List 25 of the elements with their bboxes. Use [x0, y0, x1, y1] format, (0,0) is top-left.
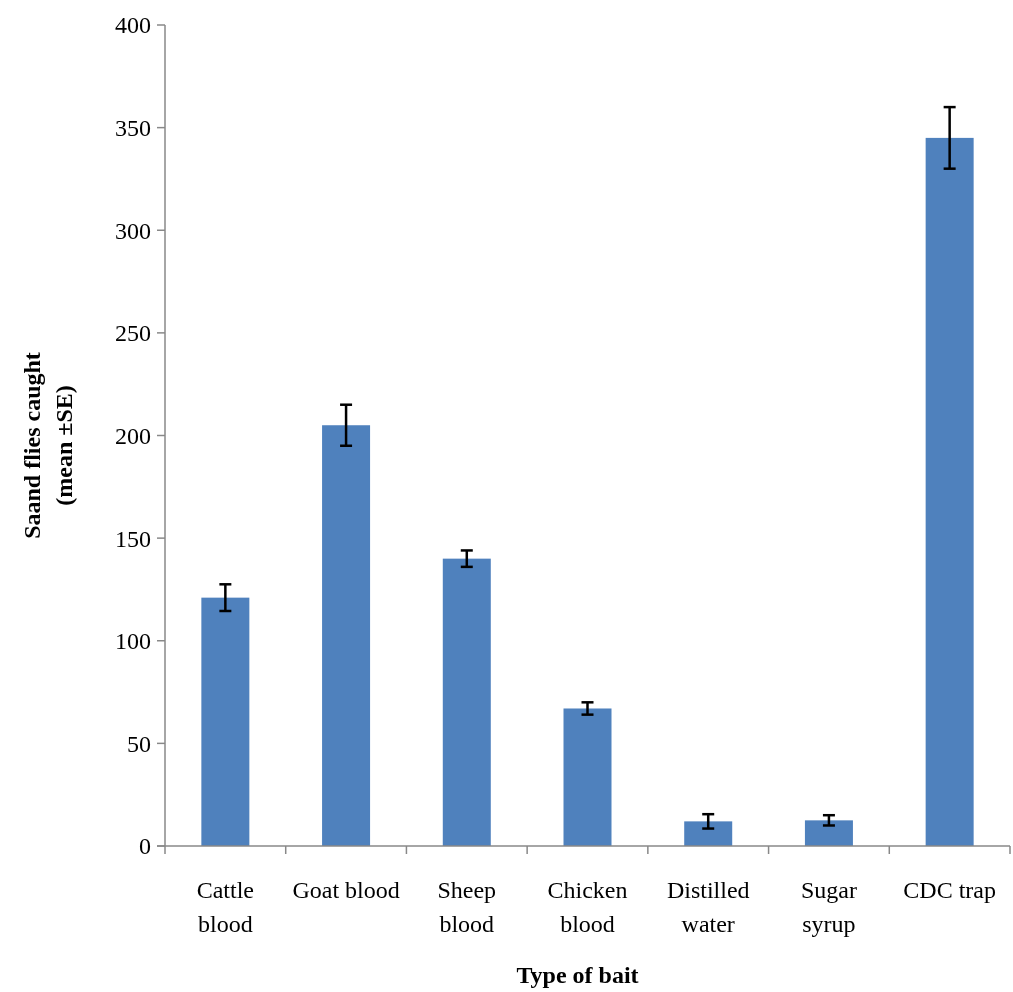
y-tick-label: 150 [115, 525, 151, 552]
x-tick-label: CDC trap [903, 877, 996, 903]
x-tick-label: Goat blood [292, 877, 400, 903]
bar [684, 821, 733, 846]
y-tick-label: 200 [115, 422, 151, 449]
y-tick-label: 300 [115, 217, 151, 244]
x-tick-label: Distilled water [666, 877, 750, 937]
x-tick-label: Sheep blood [437, 877, 497, 937]
bar [322, 425, 371, 846]
y-tick-label: 350 [115, 115, 151, 142]
y-tick-label: 100 [115, 628, 151, 655]
x-tick-label: Chicken blood [547, 877, 628, 937]
x-tick-label: Sugar syrup [800, 877, 857, 937]
bar [201, 597, 250, 846]
y-tick-label: 250 [115, 320, 151, 347]
y-tick-label: 400 [115, 12, 151, 39]
bar [563, 708, 612, 846]
x-tick-label: Cattle blood [196, 877, 255, 937]
bar [925, 137, 974, 846]
bar [804, 820, 853, 846]
y-axis-title: Saand flies caught (mean ±SE) [19, 352, 77, 539]
bar [442, 558, 491, 846]
y-tick-label: 50 [127, 730, 151, 757]
y-tick-label: 0 [139, 833, 151, 860]
x-axis-title: Type of bait [516, 962, 639, 988]
